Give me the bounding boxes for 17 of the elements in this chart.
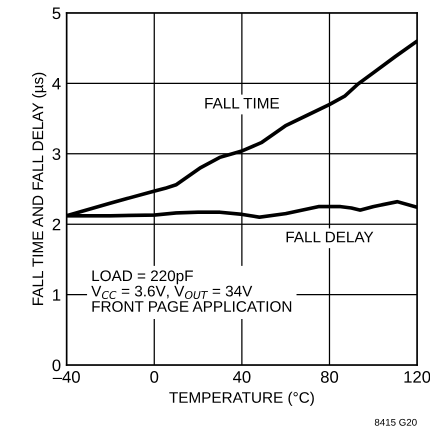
x-tick-label: 80: [320, 371, 338, 383]
x-tick-label: 40: [232, 371, 250, 383]
x-axis-title: TEMPERATURE (°C): [169, 392, 314, 406]
y-tick-label: 3: [52, 148, 60, 160]
y-tick-label: 1: [53, 289, 60, 301]
x-tick-label: 120: [404, 371, 430, 383]
y-tick-label: 5: [52, 8, 60, 20]
y-tick-label: 4: [52, 78, 61, 90]
x-tick-label: 0: [150, 371, 158, 383]
y-axis-title: FALL TIME AND FALL DELAY (µs): [32, 72, 46, 305]
text: 8415 G20: [374, 418, 417, 426]
series-label: FALL TIME: [205, 98, 280, 108]
y-tick-label: 0: [52, 359, 60, 372]
series-label: FALL DELAY: [286, 232, 374, 242]
x-tick-label: –40: [52, 371, 80, 383]
annotation: LOAD = 220pF V$_{CC}$ = 3.6V, V$_{OUT}$ = 34V FRONT PAGE APPLICATION: [91, 270, 292, 312]
y-tick-label: 2: [52, 218, 60, 230]
